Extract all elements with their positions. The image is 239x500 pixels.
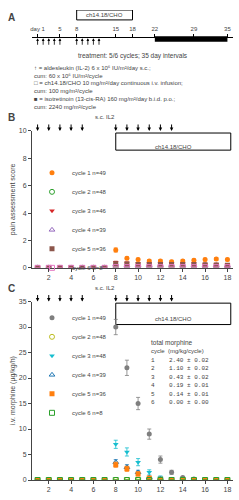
svg-text:cycle 4 n=39: cycle 4 n=39 [72, 227, 107, 233]
svg-text:cycle 4 n=39: cycle 4 n=39 [72, 372, 107, 378]
svg-text:14: 14 [179, 274, 187, 281]
svg-text:s.c. IL2: s.c. IL2 [95, 114, 115, 120]
svg-text:10: 10 [19, 425, 27, 432]
svg-text:4 0.19 ± 0.01: 4 0.19 ± 0.01 [151, 382, 209, 389]
svg-text:4: 4 [23, 210, 27, 217]
svg-text:cycle 2 n=48: cycle 2 n=48 [72, 189, 107, 195]
svg-text:C: C [8, 283, 15, 294]
svg-text:5: 5 [58, 26, 62, 32]
svg-text:s.c. IL2: s.c. IL2 [95, 285, 115, 291]
svg-text:4: 4 [69, 486, 73, 493]
svg-text:18: 18 [224, 274, 232, 281]
svg-text:18: 18 [129, 26, 136, 32]
svg-text:cycle 1 n=49: cycle 1 n=49 [72, 170, 107, 176]
svg-text:29: 29 [191, 26, 198, 32]
svg-text:6: 6 [23, 182, 27, 189]
svg-text:cycle (mg/kg/cycle): cycle (mg/kg/cycle) [151, 348, 204, 354]
svg-text:total morphine: total morphine [151, 339, 193, 347]
svg-text:A: A [8, 12, 15, 23]
svg-text:cycle 3 n=46: cycle 3 n=46 [72, 208, 107, 214]
svg-text:16: 16 [201, 274, 209, 281]
svg-text:8: 8 [114, 486, 118, 493]
svg-text:25: 25 [19, 349, 27, 356]
svg-text:cycle 5 n=36: cycle 5 n=36 [72, 246, 107, 252]
svg-text:8: 8 [23, 155, 27, 162]
svg-text:■ = isotretinoin (13-cis-RA) 1: ■ = isotretinoin (13-cis-RA) 160 mg/m²/d… [34, 96, 176, 110]
svg-text:ch14.18/CHO: ch14.18/CHO [155, 144, 192, 150]
svg-text:2: 2 [23, 237, 27, 244]
svg-text:8: 8 [114, 274, 118, 281]
svg-text:16: 16 [201, 486, 209, 493]
svg-text:□ = ch14.18/CHO 10 mg/m²/day c: □ = ch14.18/CHO 10 mg/m²/day continuous … [34, 80, 183, 94]
svg-text:8: 8 [75, 26, 79, 32]
svg-text:4: 4 [69, 274, 73, 281]
svg-text:B: B [8, 112, 15, 123]
svg-text:0: 0 [23, 476, 27, 483]
svg-text:0: 0 [23, 264, 27, 271]
svg-text:cycle 3 n=48: cycle 3 n=48 [72, 353, 107, 359]
svg-text:6: 6 [91, 274, 95, 281]
svg-text:15: 15 [112, 26, 119, 32]
svg-text:2: 2 [47, 274, 51, 281]
svg-text:2: 2 [47, 486, 51, 493]
svg-text:30: 30 [19, 323, 27, 330]
svg-text:20: 20 [19, 374, 27, 381]
svg-text:6 0.00 ± 0.00: 6 0.00 ± 0.00 [151, 399, 209, 406]
svg-text:pain assessment score: pain assessment score [9, 163, 17, 235]
svg-text:ch14.18/CHO: ch14.18/CHO [86, 12, 123, 18]
svg-text:6: 6 [91, 486, 95, 493]
svg-text:cycle 6 n=8: cycle 6 n=8 [72, 265, 103, 271]
svg-text:18: 18 [224, 486, 232, 493]
svg-text:cycle 5 n=36: cycle 5 n=36 [72, 391, 107, 397]
svg-text:15: 15 [19, 400, 27, 407]
svg-text:10: 10 [134, 274, 142, 281]
svg-text:2 1.10 ± 0.02: 2 1.10 ± 0.02 [151, 365, 209, 372]
svg-text:↑ = aldesleukin (IL-2) 6 x 10⁶: ↑ = aldesleukin (IL-2) 6 x 10⁶ IU/m²/day… [34, 65, 151, 79]
svg-text:22: 22 [151, 26, 158, 32]
svg-text:10: 10 [19, 127, 27, 134]
svg-text:cycle 6 n=8: cycle 6 n=8 [72, 410, 103, 416]
svg-text:12: 12 [157, 486, 165, 493]
svg-text:3 0.43 ± 0.02: 3 0.43 ± 0.02 [151, 374, 209, 381]
svg-text:i.v. morphine (µg/kg/h): i.v. morphine (µg/kg/h) [9, 356, 17, 425]
svg-text:day 1: day 1 [30, 26, 45, 32]
svg-text:1 2.40 ± 0.02: 1 2.40 ± 0.02 [151, 357, 209, 364]
svg-text:ch14.18/CHO: ch14.18/CHO [155, 316, 192, 322]
svg-text:12: 12 [157, 274, 165, 281]
svg-text:cycle 2 n=48: cycle 2 n=48 [72, 334, 107, 340]
svg-text:35: 35 [19, 298, 27, 305]
svg-text:treatment: 5/6 cycles; 35 day: treatment: 5/6 cycles; 35 day intervals [78, 52, 188, 60]
svg-text:cycle 1 n=49: cycle 1 n=49 [72, 315, 107, 321]
svg-text:35: 35 [224, 26, 231, 32]
svg-text:5 0.14 ± 0.01: 5 0.14 ± 0.01 [151, 391, 209, 398]
svg-text:14: 14 [179, 486, 187, 493]
svg-text:10: 10 [134, 486, 142, 493]
svg-text:5: 5 [23, 451, 27, 458]
